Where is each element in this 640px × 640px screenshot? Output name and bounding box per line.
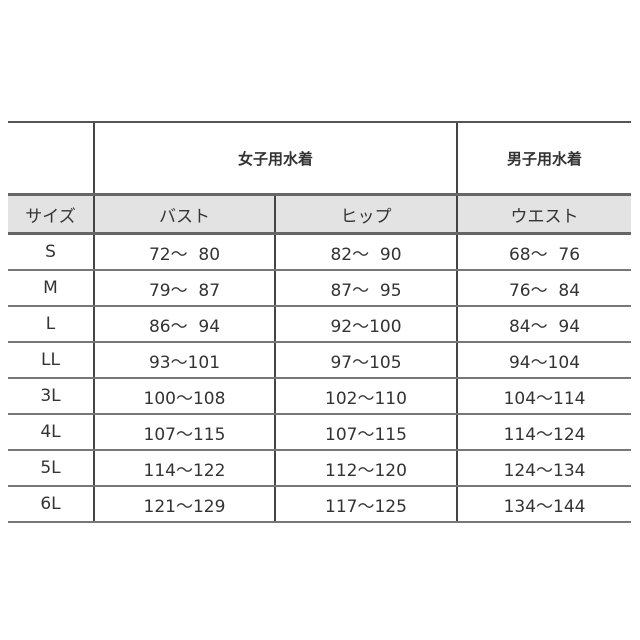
table-row: L 86～ 94 92～100 84～ 94 — [8, 306, 632, 343]
table-row: 3L 100～108 102～110 104～114 — [8, 378, 632, 415]
cell-waist: 68～ 76 — [456, 233, 632, 271]
table-row: 6L 121～129 117～125 134～144 — [8, 486, 632, 523]
cell-size: 4L — [8, 414, 94, 451]
cell-size: L — [8, 306, 94, 343]
cell-hip: 117～125 — [273, 486, 458, 523]
empty-corner-cell — [8, 121, 94, 195]
cell-hip: 102～110 — [273, 378, 458, 415]
column-header-bust: バスト — [93, 193, 275, 235]
cell-hip: 82～ 90 — [273, 233, 458, 271]
cell-waist: 84～ 94 — [456, 306, 632, 343]
cell-size: 3L — [8, 378, 94, 415]
column-header-row: サイズ バスト ヒップ ウエスト — [8, 193, 632, 235]
cell-bust: 114～122 — [93, 450, 275, 487]
cell-bust: 93～101 — [93, 342, 275, 379]
table-row: M 79～ 87 87～ 95 76～ 84 — [8, 270, 632, 307]
cell-hip: 97～105 — [273, 342, 458, 379]
cell-waist: 114～124 — [456, 414, 632, 451]
cell-hip: 107～115 — [273, 414, 458, 451]
cell-hip: 112～120 — [273, 450, 458, 487]
men-swimwear-header: 男子用水着 — [456, 121, 632, 195]
cell-waist: 124～134 — [456, 450, 632, 487]
cell-bust: 79～ 87 — [93, 270, 275, 307]
cell-size: M — [8, 270, 94, 307]
cell-waist: 104～114 — [456, 378, 632, 415]
table-row: 4L 107～115 107～115 114～124 — [8, 414, 632, 451]
cell-bust: 72～ 80 — [93, 233, 275, 271]
column-header-hip: ヒップ — [273, 193, 458, 235]
cell-bust: 121～129 — [93, 486, 275, 523]
group-header-row: 女子用水着 男子用水着 — [8, 121, 632, 195]
women-swimwear-header: 女子用水着 — [92, 121, 458, 195]
cell-waist: 134～144 — [456, 486, 632, 523]
table-row: S 72～ 80 82～ 90 68～ 76 — [8, 233, 632, 271]
column-header-size: サイズ — [8, 193, 94, 235]
cell-size: 6L — [8, 486, 94, 523]
cell-waist: 94～104 — [456, 342, 632, 379]
table-row: LL 93～101 97～105 94～104 — [8, 342, 632, 379]
cell-bust: 86～ 94 — [93, 306, 275, 343]
table-row: 5L 114～122 112～120 124～134 — [8, 450, 632, 487]
cell-size: 5L — [8, 450, 94, 487]
cell-waist: 76～ 84 — [456, 270, 632, 307]
cell-size: LL — [8, 342, 94, 379]
cell-bust: 107～115 — [93, 414, 275, 451]
cell-size: S — [8, 233, 94, 271]
cell-hip: 92～100 — [273, 306, 458, 343]
size-chart-table: 女子用水着 男子用水着 サイズ バスト ヒップ ウエスト S 72～ 80 82～ … — [8, 121, 632, 523]
cell-hip: 87～ 95 — [273, 270, 458, 307]
cell-bust: 100～108 — [93, 378, 275, 415]
column-header-waist: ウエスト — [456, 193, 632, 235]
